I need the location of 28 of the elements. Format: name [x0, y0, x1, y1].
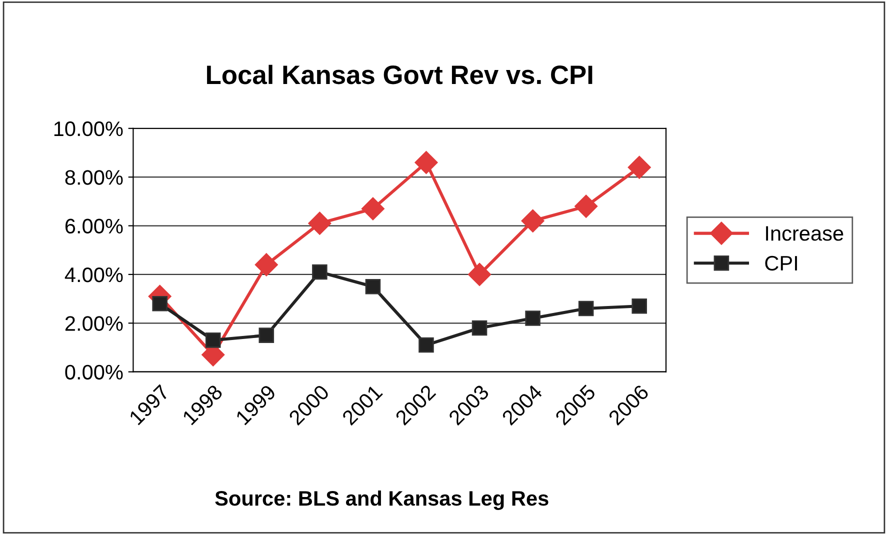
point: [365, 278, 381, 294]
point: [574, 194, 598, 218]
point: [361, 197, 384, 220]
y-tick-label: 6.00%: [65, 218, 123, 234]
point: [632, 298, 647, 314]
legend-label: Increase: [766, 226, 844, 241]
chart-title: Local Kansas Govt Rev vs. CPI: [207, 64, 592, 84]
point: [521, 209, 544, 232]
source-note: Source: BLS and Kansas Leg Res: [215, 490, 548, 510]
y-tick-label: 8.00%: [65, 170, 123, 185]
y-tick-label: 4.00%: [64, 267, 123, 282]
point: [472, 320, 488, 336]
y-tick-label: 0.00%: [65, 364, 123, 380]
point: [468, 262, 492, 286]
point: [254, 253, 278, 276]
y-tick-label: 10.00%: [54, 121, 123, 136]
point: [308, 212, 332, 235]
point: [418, 337, 434, 353]
point: [258, 328, 274, 343]
y-tick-label: 2.00%: [65, 316, 123, 331]
point: [414, 150, 438, 174]
point: [312, 264, 328, 280]
point: [525, 310, 540, 326]
point: [205, 332, 221, 348]
point: [152, 296, 168, 312]
point: [628, 156, 651, 179]
legend-label: CPI: [765, 256, 797, 271]
point: [578, 300, 594, 316]
